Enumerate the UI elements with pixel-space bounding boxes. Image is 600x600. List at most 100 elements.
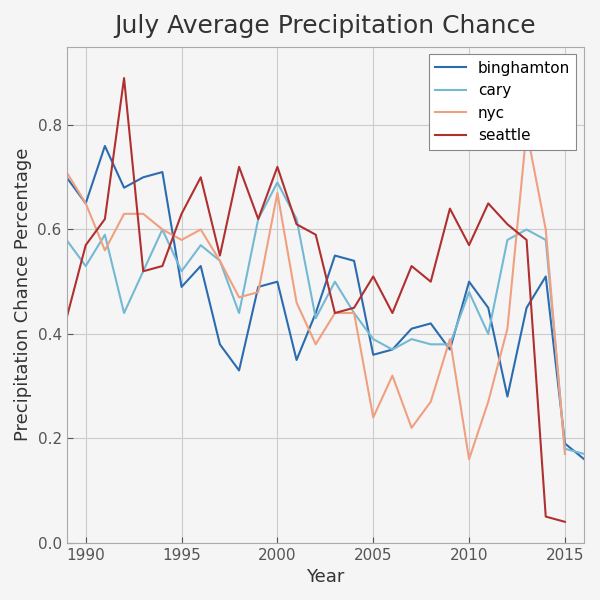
binghamton: [580, 455, 587, 463]
cary: [159, 226, 166, 233]
binghamton: [408, 325, 415, 332]
Y-axis label: Precipitation Chance Percentage: Precipitation Chance Percentage: [14, 148, 32, 442]
binghamton: [370, 351, 377, 358]
binghamton: [293, 356, 300, 364]
cary: [235, 310, 242, 317]
nyc: [562, 451, 569, 458]
binghamton: [542, 273, 550, 280]
Line: seattle: seattle: [67, 78, 565, 522]
Line: nyc: nyc: [67, 130, 565, 459]
seattle: [562, 518, 569, 526]
cary: [580, 451, 587, 458]
cary: [63, 236, 70, 244]
binghamton: [350, 257, 358, 265]
Line: cary: cary: [67, 182, 584, 454]
binghamton: [389, 346, 396, 353]
binghamton: [331, 252, 338, 259]
binghamton: [466, 278, 473, 285]
binghamton: [254, 283, 262, 290]
cary: [466, 289, 473, 296]
Line: binghamton: binghamton: [67, 146, 584, 459]
seattle: [523, 236, 530, 244]
cary: [331, 278, 338, 285]
Legend: binghamton, cary, nyc, seattle: binghamton, cary, nyc, seattle: [429, 55, 577, 149]
nyc: [140, 210, 147, 217]
seattle: [254, 215, 262, 223]
cary: [254, 215, 262, 223]
cary: [504, 236, 511, 244]
cary: [350, 310, 358, 317]
seattle: [159, 262, 166, 269]
nyc: [466, 455, 473, 463]
nyc: [389, 372, 396, 379]
cary: [82, 262, 89, 269]
binghamton: [504, 393, 511, 400]
cary: [370, 335, 377, 343]
binghamton: [101, 142, 109, 149]
seattle: [293, 221, 300, 228]
seattle: [485, 200, 492, 207]
nyc: [63, 169, 70, 176]
nyc: [121, 210, 128, 217]
binghamton: [197, 262, 205, 269]
seattle: [370, 273, 377, 280]
seattle: [331, 310, 338, 317]
seattle: [408, 262, 415, 269]
seattle: [121, 74, 128, 82]
X-axis label: Year: Year: [306, 568, 344, 586]
seattle: [427, 278, 434, 285]
cary: [312, 314, 319, 322]
binghamton: [140, 173, 147, 181]
seattle: [504, 221, 511, 228]
cary: [197, 242, 205, 249]
seattle: [101, 215, 109, 223]
nyc: [408, 424, 415, 431]
seattle: [312, 231, 319, 238]
binghamton: [312, 310, 319, 317]
seattle: [216, 252, 223, 259]
cary: [446, 341, 454, 348]
nyc: [197, 226, 205, 233]
nyc: [427, 398, 434, 406]
binghamton: [274, 278, 281, 285]
binghamton: [562, 440, 569, 447]
cary: [389, 346, 396, 353]
binghamton: [82, 200, 89, 207]
nyc: [216, 257, 223, 265]
nyc: [523, 127, 530, 134]
nyc: [254, 289, 262, 296]
seattle: [82, 242, 89, 249]
cary: [542, 236, 550, 244]
cary: [121, 310, 128, 317]
cary: [293, 215, 300, 223]
seattle: [389, 310, 396, 317]
cary: [101, 231, 109, 238]
cary: [562, 445, 569, 452]
seattle: [235, 163, 242, 170]
binghamton: [121, 184, 128, 191]
cary: [485, 330, 492, 337]
seattle: [350, 304, 358, 311]
binghamton: [63, 173, 70, 181]
seattle: [178, 210, 185, 217]
binghamton: [216, 341, 223, 348]
binghamton: [427, 320, 434, 327]
nyc: [312, 341, 319, 348]
cary: [523, 226, 530, 233]
seattle: [140, 268, 147, 275]
nyc: [159, 226, 166, 233]
nyc: [542, 226, 550, 233]
nyc: [350, 310, 358, 317]
seattle: [63, 314, 70, 322]
cary: [274, 179, 281, 186]
binghamton: [159, 169, 166, 176]
cary: [408, 335, 415, 343]
cary: [427, 341, 434, 348]
binghamton: [446, 346, 454, 353]
binghamton: [523, 304, 530, 311]
seattle: [274, 163, 281, 170]
cary: [178, 268, 185, 275]
Title: July Average Precipitation Chance: July Average Precipitation Chance: [115, 14, 536, 38]
nyc: [293, 299, 300, 306]
seattle: [197, 173, 205, 181]
